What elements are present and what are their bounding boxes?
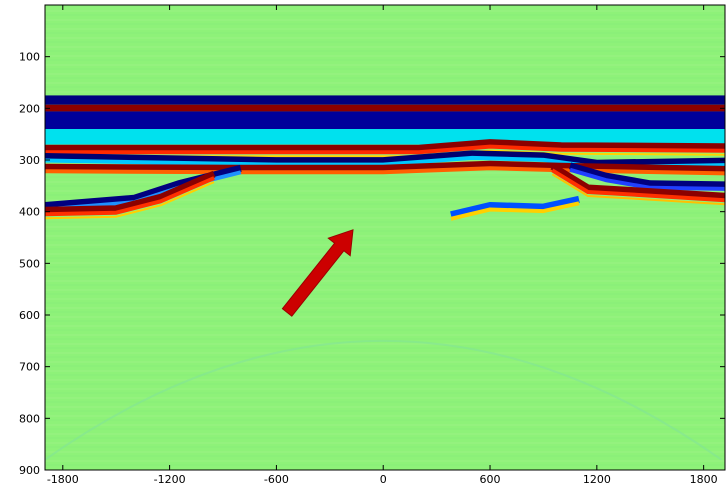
y-tick-label: 500 [19, 257, 40, 270]
annotation-layer [281, 229, 354, 317]
y-tick-label: 100 [19, 51, 40, 64]
reflector-upper-1 [45, 144, 725, 155]
x-tick-label: -600 [264, 473, 289, 486]
y-tick-label: 300 [19, 154, 40, 167]
annotation-arrow [281, 229, 354, 317]
y-tick-label: 900 [19, 464, 40, 477]
band-1 [45, 104, 725, 112]
y-tick-label: 400 [19, 206, 40, 219]
axes-frame [44, 4, 726, 471]
y-tick-label: 600 [19, 309, 40, 322]
reflector-second-0 [45, 150, 725, 167]
y-tick-label: 700 [19, 361, 40, 374]
x-tick-label: 600 [480, 473, 501, 486]
axes: 100 200 300 400 500 600 700 800 900 -1800 -1200 -60… [19, 4, 726, 486]
band-0 [45, 95, 725, 105]
x-tick-label: -1200 [154, 473, 186, 486]
reflector-right-dipping-1 [569, 167, 725, 191]
x-tick-label: 1800 [690, 473, 718, 486]
x-tick-label: 1200 [583, 473, 611, 486]
reflector-middle-event-0 [450, 195, 580, 219]
plot-texture [45, 5, 725, 470]
reflector-right-dipping-0 [569, 162, 725, 189]
reflector-left-bottom-1 [45, 176, 215, 217]
reflector-third-0 [45, 160, 725, 173]
y-tick-label: 200 [19, 102, 40, 115]
reflector-middle-event-1 [450, 201, 580, 221]
reflector-right-lower-1 [551, 168, 725, 203]
x-tick-label: -1800 [47, 473, 79, 486]
reflector-left-bottom-0 [45, 170, 216, 214]
band-3 [45, 129, 725, 145]
reflector-upper-0 [45, 139, 725, 152]
reflector-upper-2 [45, 149, 725, 158]
reflector-right-lower-0 [550, 163, 725, 200]
plot-area [45, 5, 725, 470]
reflector-left-bottom-2 [45, 181, 215, 220]
x-tick-label: 0 [380, 473, 387, 486]
y-tick-label: 800 [19, 412, 40, 425]
band-2 [45, 111, 725, 129]
diffraction-curve [45, 339, 723, 461]
reflector-right-lower-2 [551, 173, 725, 206]
